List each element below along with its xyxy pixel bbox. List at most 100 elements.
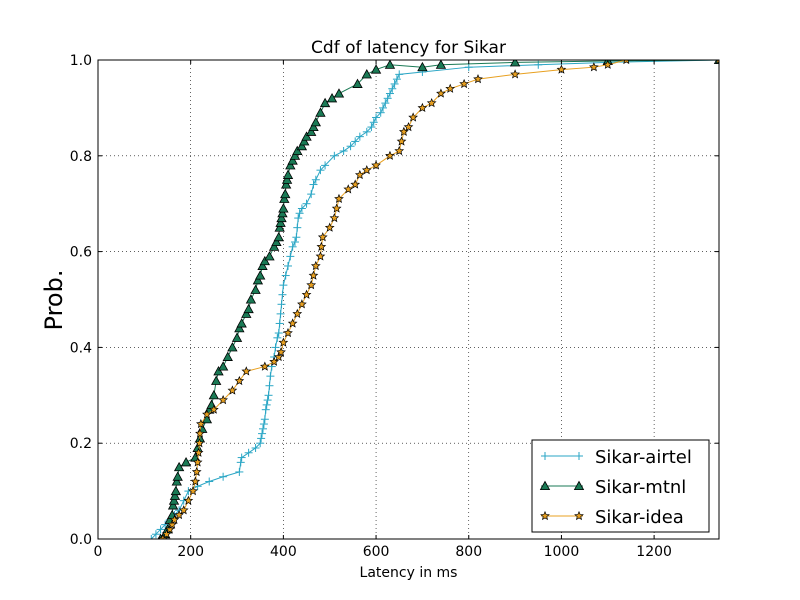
data-point [355, 132, 364, 141]
data-point [326, 92, 338, 103]
data-point [288, 242, 297, 251]
data-point [236, 458, 245, 467]
data-point [297, 299, 307, 309]
data-point [210, 375, 222, 385]
data-point [190, 476, 201, 486]
y-axis-label: Prob. [40, 270, 68, 331]
data-point [295, 209, 304, 218]
data-point [218, 394, 228, 405]
data-point [319, 97, 331, 108]
data-point [193, 447, 204, 457]
legend-label: Sikar-mtnl [595, 477, 686, 498]
data-point [331, 203, 342, 213]
series-Sikar-airtel [147, 60, 719, 539]
data-point [167, 519, 178, 529]
data-point [259, 255, 271, 266]
x-tick-label: 400 [270, 544, 297, 560]
data-point [324, 222, 335, 232]
data-point [321, 161, 330, 170]
data-point [264, 251, 275, 261]
y-tick-label: 0.4 [70, 340, 92, 356]
legend-marker [540, 510, 550, 521]
data-point [234, 322, 245, 333]
legend: Sikar-airtel Sikar-mtnl Sikar-idea [531, 439, 710, 533]
data-point [371, 160, 381, 170]
data-point [276, 309, 285, 318]
data-point [278, 337, 289, 347]
data-point [509, 60, 521, 67]
data-point [170, 485, 182, 496]
data-point [245, 294, 257, 304]
data-point [191, 466, 202, 477]
data-point [244, 448, 253, 457]
data-point [385, 150, 395, 160]
data-point [297, 204, 306, 213]
data-point [281, 174, 293, 184]
data-point [392, 75, 401, 84]
data-point [602, 60, 613, 69]
legend-item: Sikar-mtnl [539, 477, 686, 498]
data-point [252, 275, 264, 285]
data-point [293, 223, 302, 232]
data-point [350, 179, 361, 189]
data-point [274, 222, 285, 232]
data-point [396, 136, 407, 146]
data-point [369, 118, 378, 127]
data-point [292, 145, 303, 156]
data-point [394, 145, 405, 156]
data-point [464, 63, 473, 72]
data-point [306, 280, 317, 290]
data-point [217, 361, 229, 371]
data-point [284, 261, 293, 270]
data-point [161, 520, 170, 529]
data-point [589, 62, 599, 72]
legend-marker [573, 480, 585, 490]
data-point [285, 160, 296, 170]
data-point [262, 400, 271, 409]
data-point [268, 241, 280, 251]
data-point [257, 260, 268, 270]
data-point [276, 347, 286, 357]
data-point [158, 533, 168, 539]
data-point [459, 78, 469, 89]
data-point [282, 169, 294, 179]
data-point [167, 500, 179, 510]
data-point [174, 509, 184, 520]
data-point [417, 61, 428, 72]
data-point [231, 332, 243, 342]
data-point [310, 116, 321, 127]
data-point [234, 375, 245, 386]
data-point [283, 327, 293, 338]
data-point [259, 420, 268, 429]
legend-label: Sikar-airtel [595, 447, 692, 468]
data-point [178, 505, 189, 515]
data-point [205, 477, 214, 486]
data-point [277, 300, 286, 309]
data-point [408, 112, 418, 122]
legend-label: Sikar-idea [595, 507, 684, 528]
data-point [346, 142, 355, 151]
data-point [258, 424, 267, 433]
data-point [180, 457, 192, 467]
data-point [292, 233, 301, 242]
data-point [367, 123, 376, 132]
data-point [384, 60, 396, 69]
data-point [289, 150, 301, 160]
data-point [251, 443, 260, 452]
y-tick-label: 0.2 [70, 436, 92, 452]
y-axis-ticks: 0.0 0.2 0.4 0.6 0.8 1.0 [70, 53, 719, 548]
data-point [275, 319, 284, 328]
data-point [241, 308, 252, 318]
data-point [235, 467, 244, 476]
data-point [308, 270, 319, 280]
data-point [302, 199, 311, 208]
data-point [227, 342, 238, 352]
legend-marker [575, 452, 583, 460]
data-point [383, 94, 392, 103]
x-tick-label: 800 [455, 544, 482, 560]
data-point [196, 418, 206, 429]
data-point [265, 381, 274, 390]
data-point [307, 190, 316, 199]
data-point [274, 329, 283, 338]
data-point [194, 438, 205, 448]
